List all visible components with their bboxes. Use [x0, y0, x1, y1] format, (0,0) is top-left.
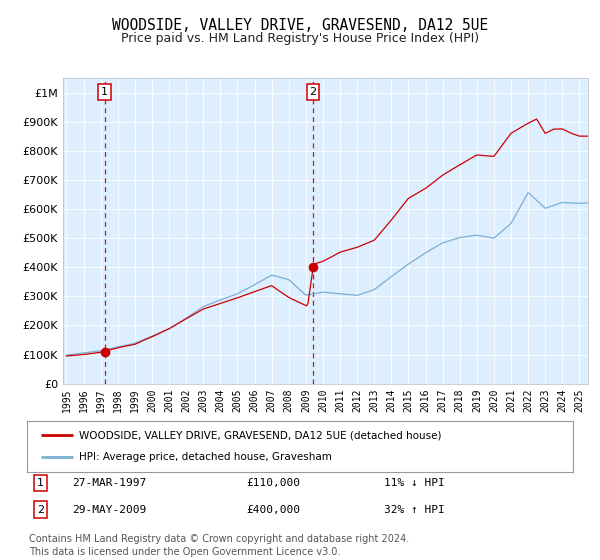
Text: 2: 2 — [37, 505, 44, 515]
Text: 1: 1 — [101, 87, 108, 97]
Text: WOODSIDE, VALLEY DRIVE, GRAVESEND, DA12 5UE (detached house): WOODSIDE, VALLEY DRIVE, GRAVESEND, DA12 … — [79, 430, 442, 440]
Text: HPI: Average price, detached house, Gravesham: HPI: Average price, detached house, Grav… — [79, 452, 332, 463]
Text: 27-MAR-1997: 27-MAR-1997 — [72, 478, 146, 488]
Text: 32% ↑ HPI: 32% ↑ HPI — [384, 505, 445, 515]
Text: £400,000: £400,000 — [246, 505, 300, 515]
Text: Price paid vs. HM Land Registry's House Price Index (HPI): Price paid vs. HM Land Registry's House … — [121, 32, 479, 45]
Text: 1: 1 — [37, 478, 44, 488]
Text: £110,000: £110,000 — [246, 478, 300, 488]
Text: 11% ↓ HPI: 11% ↓ HPI — [384, 478, 445, 488]
Text: 2: 2 — [309, 87, 316, 97]
Text: Contains HM Land Registry data © Crown copyright and database right 2024.
This d: Contains HM Land Registry data © Crown c… — [29, 534, 409, 557]
Text: WOODSIDE, VALLEY DRIVE, GRAVESEND, DA12 5UE: WOODSIDE, VALLEY DRIVE, GRAVESEND, DA12 … — [112, 18, 488, 33]
Text: 29-MAY-2009: 29-MAY-2009 — [72, 505, 146, 515]
